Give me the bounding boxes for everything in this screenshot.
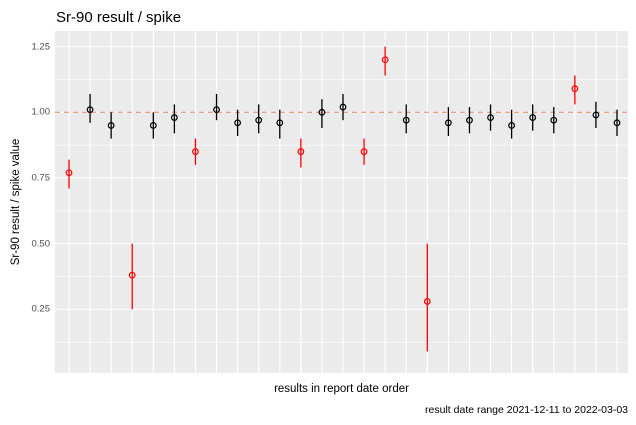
data-point: [402, 116, 410, 124]
data-point: [255, 116, 263, 124]
y-axis-tick-labels: 1.25 1.00 0.75 0.50 0.25: [0, 0, 52, 425]
chart-area: [55, 31, 628, 373]
data-point: [107, 122, 115, 129]
data-point: [192, 148, 199, 156]
data-point: [381, 56, 389, 64]
data-point: [339, 103, 347, 111]
data-point: [276, 119, 284, 127]
data-point: [529, 114, 537, 121]
data-point: [592, 111, 600, 119]
data-point: [444, 119, 452, 127]
data-point: [487, 114, 494, 121]
y-tick-label: 1.00: [31, 106, 51, 118]
y-tick-label: 0.25: [31, 303, 51, 315]
data-point: [297, 148, 305, 156]
data-point: [508, 122, 516, 129]
y-tick-label: 0.50: [31, 238, 51, 250]
data-point: [170, 114, 178, 121]
data-point: [571, 85, 579, 93]
data-point: [423, 298, 431, 305]
data-point: [234, 119, 242, 127]
data-point: [128, 271, 136, 279]
y-tick-label: 1.25: [31, 41, 51, 53]
data-point: [149, 122, 157, 129]
data-point: [613, 119, 621, 127]
data-point: [213, 106, 220, 114]
data-point: [86, 106, 94, 114]
x-axis-title: results in report date order: [274, 383, 409, 395]
data-point: [466, 116, 473, 124]
data-point: [550, 116, 558, 124]
data-point: [65, 169, 73, 177]
chart-caption: result date range 2021-12-11 to 2022-03-…: [425, 404, 628, 416]
chart-title: Sr-90 result / spike: [56, 9, 182, 26]
data-point: [318, 108, 326, 116]
y-tick-label: 0.75: [31, 172, 51, 184]
plot-panel: [55, 31, 628, 373]
data-point: [360, 148, 368, 156]
